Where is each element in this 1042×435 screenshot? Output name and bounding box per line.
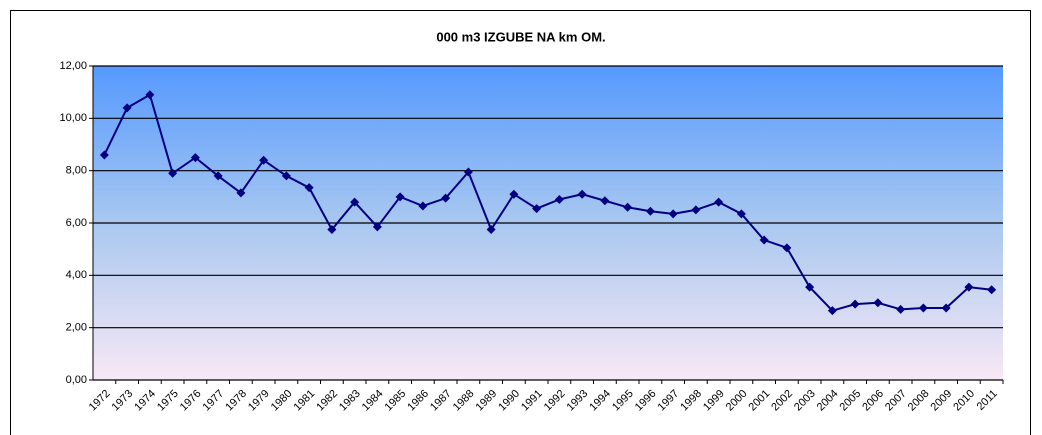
y-tick-label: 8,00 bbox=[66, 165, 87, 177]
marker bbox=[668, 209, 678, 219]
marker bbox=[941, 303, 951, 313]
marker bbox=[964, 282, 974, 292]
y-tick-label: 4,00 bbox=[66, 269, 87, 281]
marker bbox=[122, 103, 132, 113]
marker bbox=[691, 205, 701, 215]
marker bbox=[827, 306, 837, 316]
marker bbox=[441, 193, 451, 203]
chart-title: 000 m3 IZGUBE NA km OM. bbox=[436, 29, 605, 44]
marker bbox=[714, 197, 724, 207]
marker bbox=[896, 304, 906, 314]
marker bbox=[782, 243, 792, 253]
y-tick-label: 6,00 bbox=[66, 217, 87, 229]
marker bbox=[532, 204, 542, 214]
marker bbox=[145, 90, 155, 100]
marker bbox=[395, 192, 405, 202]
marker bbox=[281, 171, 291, 181]
marker bbox=[918, 303, 928, 313]
marker bbox=[372, 222, 382, 232]
marker bbox=[873, 298, 883, 308]
marker bbox=[759, 235, 769, 245]
marker bbox=[509, 189, 519, 199]
marker bbox=[190, 153, 200, 163]
marker bbox=[168, 168, 178, 178]
marker bbox=[350, 197, 360, 207]
marker bbox=[99, 150, 109, 160]
marker bbox=[236, 188, 246, 198]
marker bbox=[463, 167, 473, 177]
marker bbox=[600, 196, 610, 206]
marker bbox=[987, 285, 997, 295]
marker bbox=[213, 171, 223, 181]
marker bbox=[554, 194, 564, 204]
marker bbox=[623, 202, 633, 212]
y-tick-label: 12,00 bbox=[59, 60, 87, 72]
marker bbox=[486, 225, 496, 235]
marker bbox=[418, 201, 428, 211]
marker bbox=[304, 183, 314, 193]
marker bbox=[850, 299, 860, 309]
marker bbox=[327, 225, 337, 235]
marker bbox=[805, 282, 815, 292]
marker bbox=[259, 155, 269, 165]
marker bbox=[577, 189, 587, 199]
y-tick-label: 10,00 bbox=[59, 112, 87, 124]
marker bbox=[645, 206, 655, 216]
y-tick-label: 0,00 bbox=[66, 374, 87, 386]
marker bbox=[736, 209, 746, 219]
series-line bbox=[103, 93, 992, 312]
y-tick-label: 2,00 bbox=[66, 322, 87, 334]
